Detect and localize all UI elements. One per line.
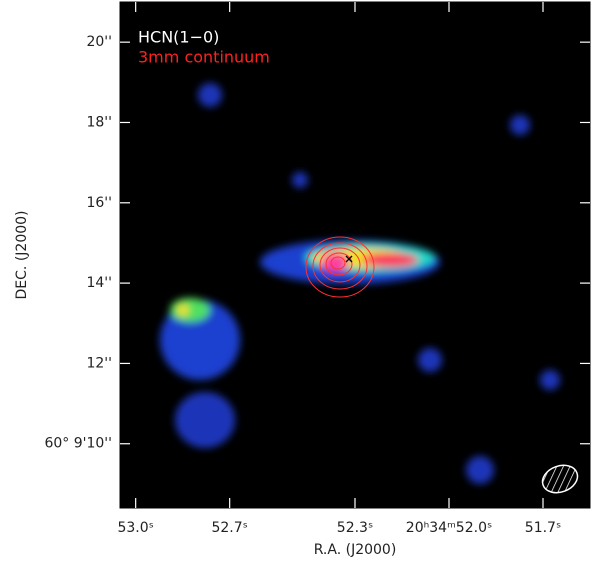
y-tick-label: 20'' xyxy=(86,34,112,50)
y-tick-label: 16'' xyxy=(86,195,112,211)
y-axis-label: DEC. (J2000) xyxy=(14,211,30,300)
y-tick-label: 12'' xyxy=(86,355,112,371)
x-tick-label: 52.3ˢ xyxy=(337,520,373,536)
x-tick-label: 52.7ˢ xyxy=(211,520,247,536)
x-tick-label: 53.0ˢ xyxy=(117,520,153,536)
legend-text: 3mm continuum xyxy=(138,48,270,67)
x-tick-label: 20ʰ34ᵐ52.0ˢ xyxy=(406,520,492,536)
x-tick-label: 51.7ˢ xyxy=(525,520,561,536)
emission-map xyxy=(160,83,579,494)
y-tick-label: 60° 9'10'' xyxy=(44,436,112,452)
y-tick-label: 14'' xyxy=(86,275,112,291)
legend-text: HCN(1−0) xyxy=(138,28,219,47)
y-tick-label: 18'' xyxy=(86,114,112,130)
x-axis-label: R.A. (J2000) xyxy=(314,542,397,558)
